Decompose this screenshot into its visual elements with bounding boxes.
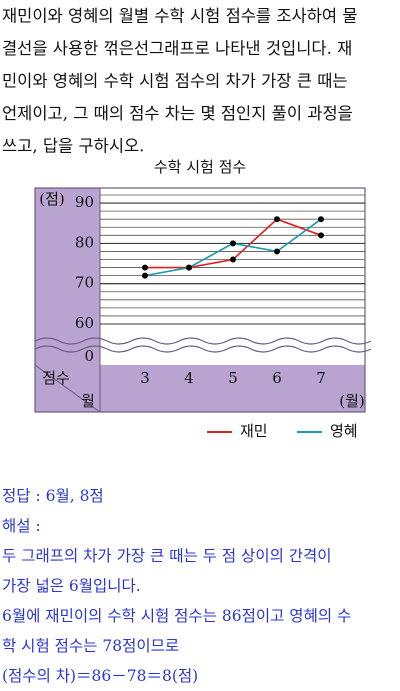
x-tick-label: 5 [228,369,238,387]
data-point [230,240,236,247]
data-point [186,264,192,271]
y-tick-label: 70 [75,274,94,292]
problem-line: 쓰고, 답을 구하시오. [2,137,144,156]
x-unit: (월) [339,392,365,410]
explain-line: 학 시험 점수는 78점이므로 [2,637,179,655]
x-tick-label: 6 [272,369,282,387]
x-tick-label: 7 [316,369,326,387]
explain-line: 6월에 재민이의 수학 시험 점수는 86점이고 영혜의 수 [2,607,351,625]
data-point [318,216,324,223]
explain-line: 두 그래프의 차가 가장 큰 때는 두 점 상이의 간격이 [2,547,332,565]
data-point [230,256,236,263]
x-tick-label: 4 [184,369,194,387]
legend-label: 재민 [240,422,268,440]
answer: 정답 : 6월, 8점 [2,487,104,505]
problem-line: 언제이고, 그 때의 점수 차는 몇 점인지 풀이 과정을 [2,104,353,123]
axis-break [34,337,372,353]
data-point [142,264,148,271]
corner-diagonal [34,364,101,413]
x-label: 월 [81,392,95,410]
problem-line: 결선을 사용한 꺾은선그래프로 나타낸 것입니다. 재 [2,39,352,58]
chart-title: 수학 시험 점수 [154,158,246,176]
y-tick-label: 80 [75,233,94,251]
explain-line: (점수의 차)＝86－78＝8(점) [2,667,198,685]
data-point [274,216,280,223]
data-point [142,272,148,279]
problem-line: 민이와 영혜의 수학 시험 점수의 차가 가장 큰 때는 [2,72,348,91]
data-point [274,248,280,255]
y-tick-label: 90 [75,193,94,211]
y-unit: (점) [39,190,65,208]
data-point [318,232,324,239]
explain-line: 가장 넓은 6월입니다. [2,577,141,595]
explain-title: 해설 : [2,517,41,535]
y-axis-panel [35,188,100,365]
y-tick-label: 60 [75,314,94,332]
legend-label: 영혜 [330,422,358,440]
problem-line: 재민이와 영혜의 월별 수학 시험 점수를 조사하여 물 [2,7,358,26]
y-tick-label: 0 [84,347,94,365]
row-label: 점수 [42,369,70,387]
x-tick-label: 3 [140,369,150,387]
